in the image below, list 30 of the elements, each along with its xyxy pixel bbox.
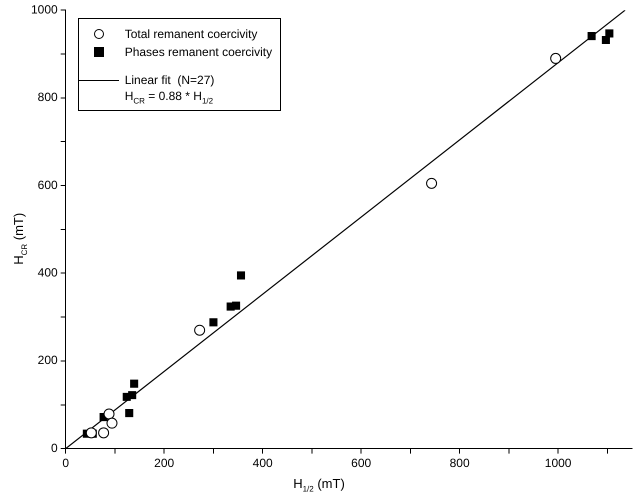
point: [104, 408, 115, 420]
point: [236, 271, 246, 280]
point: [209, 318, 218, 326]
point: [232, 302, 240, 310]
x-tick-label: 800: [450, 456, 470, 470]
annotation: H$_{CR}$ = 0.88 * H$_{1/2}$: [124, 89, 214, 106]
point: [125, 409, 134, 418]
point: [86, 427, 97, 438]
point: [194, 324, 206, 336]
y-tick-label: 400: [38, 266, 58, 280]
x-tick-label: 400: [252, 456, 274, 470]
point: [128, 391, 136, 400]
y-tick-label: 600: [38, 178, 58, 192]
legend-label: Linear fit (N=27): [124, 73, 214, 88]
x-tick-label: 0: [62, 456, 70, 470]
x-tick-label: 600: [351, 456, 372, 470]
point: [588, 32, 596, 40]
point: [605, 29, 614, 38]
legend-label: Phases remanent coercivity: [124, 45, 272, 60]
point: [130, 380, 138, 388]
x-tick-label: 1000: [544, 456, 572, 470]
y-tick-label: 1000: [30, 2, 58, 17]
point: [98, 427, 110, 438]
x-axis-title: H$_{1/2}$ (mT): [292, 476, 346, 494]
y-tick-label: 0: [51, 440, 58, 455]
legend-label: Total remanent coercivity: [124, 27, 258, 42]
y-tick-label: 200: [38, 353, 58, 368]
point: [426, 178, 438, 189]
y-tick-label: 800: [38, 90, 58, 104]
x-tick-label: 200: [154, 456, 175, 470]
